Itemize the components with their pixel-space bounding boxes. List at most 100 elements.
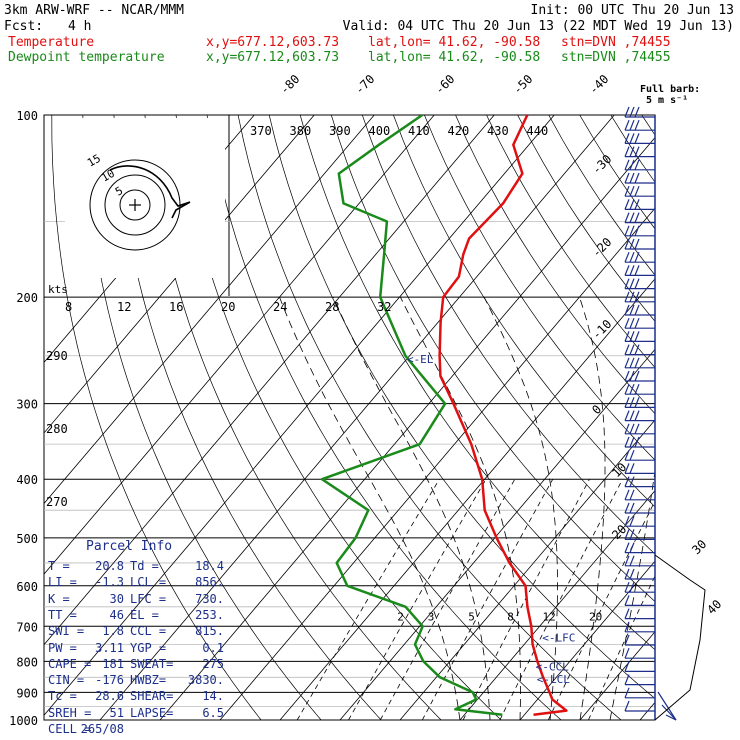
parcel-info-key: CIN = <box>48 673 85 688</box>
dry-adiabat <box>486 115 655 368</box>
parcel-info-key: LAPSE= <box>130 705 174 720</box>
mixing-ratio-line <box>421 479 554 720</box>
temperature-legend-stn: stn=DVN ,74455 <box>561 35 671 50</box>
hodograph-trace <box>109 165 191 219</box>
wind-barb <box>624 621 655 633</box>
theta-label: 430 <box>487 124 509 138</box>
theta-label-low: 290 <box>46 349 68 363</box>
wind-barb <box>624 634 655 646</box>
dry-adiabat <box>361 115 655 555</box>
wind-barb-column <box>624 106 706 721</box>
wind-barb <box>624 278 655 290</box>
isotherm <box>700 115 740 720</box>
moist-adiabat <box>609 468 655 720</box>
mixing-ratio-label: 12 <box>543 610 556 623</box>
temperature-legend-latlon: lat,lon= 41.62, -90.58 <box>368 35 541 50</box>
theta-label: 440 <box>527 124 549 138</box>
parcel-info-key: CAPE = <box>48 656 92 671</box>
mixing-ratio-line <box>499 479 623 720</box>
wind-barb <box>624 265 655 276</box>
wind-barb <box>624 199 655 210</box>
mixing-ratio-label: 3 <box>428 610 435 623</box>
pressure-label-900: 900 <box>16 686 38 700</box>
wind-barb <box>624 647 655 659</box>
wind-barb <box>624 106 655 118</box>
barb-legend-value: 5 m s⁻¹ <box>646 95 689 106</box>
dry-adiabat <box>424 115 655 461</box>
dry-adiabat <box>175 115 502 720</box>
forecast-label: Fcst: <box>4 19 44 34</box>
forecast-hour: 4 h <box>68 19 92 34</box>
wind-barb <box>661 704 677 721</box>
valid-time: Valid: 04 UTC Thu 20 Jun 13 (22 MDT Wed … <box>342 19 734 34</box>
wind-barb <box>624 423 655 435</box>
theta-label: 400 <box>369 124 391 138</box>
mixing-ratio-line <box>462 479 590 720</box>
moist-adiabat <box>332 296 491 720</box>
isotherm <box>44 115 315 434</box>
temperature-legend-xy: x,y=677.12,603.73 <box>206 35 340 50</box>
wind-barb <box>624 238 655 250</box>
parcel-info-key: TT = <box>48 607 77 622</box>
hodograph-ring <box>104 174 166 236</box>
theta-label-low: 280 <box>46 422 68 436</box>
wind-barb <box>624 357 655 369</box>
wind-barb <box>624 687 655 699</box>
wind-barb <box>624 159 655 171</box>
parcel-marker: <-EL <box>407 353 434 366</box>
wind-barb <box>624 410 655 422</box>
isotherm <box>279 278 655 720</box>
wind-barb <box>624 133 655 144</box>
dry-adiabat <box>517 115 655 322</box>
theta-label: 410 <box>408 124 430 138</box>
wind-barb <box>624 172 655 184</box>
dewpoint-legend-latlon: lat,lon= 41.62, -90.58 <box>368 50 541 65</box>
dewpoint-profile <box>320 115 503 716</box>
wind-barb <box>624 397 655 408</box>
parcel-info-key: CELL = <box>48 722 92 736</box>
wind-barb <box>624 212 655 224</box>
parcel-info-key: HWBZ= <box>130 673 167 688</box>
parcel-info-value: 3830. <box>187 673 224 688</box>
temperature-legend-label: Temperature <box>8 35 95 50</box>
parcel-info-value: 51 <box>109 705 124 720</box>
wind-barb <box>624 225 655 237</box>
wind-barb <box>624 291 655 303</box>
parcel-info-key: Td = <box>130 559 159 573</box>
wind-barb <box>624 515 655 527</box>
pressure-label-400: 400 <box>16 473 38 487</box>
wind-barb <box>624 542 655 554</box>
wind-speed-scale-label: 32 <box>377 300 391 314</box>
dewpoint-legend-xy: x,y=677.12,603.73 <box>206 50 340 65</box>
wind-barb <box>624 674 655 686</box>
wind-barb <box>624 595 655 607</box>
dry-adiabat <box>455 115 655 415</box>
wind-barb <box>624 383 655 395</box>
temperature-profile <box>438 115 568 716</box>
pressure-label-100: 100 <box>16 109 38 123</box>
wind-speed-scale-label: 8 <box>65 300 72 314</box>
parcel-info-key: LI = <box>48 575 77 590</box>
dry-adiabat <box>393 115 655 508</box>
parcel-info-key: T = <box>48 559 70 573</box>
dry-adiabat <box>268 115 655 699</box>
isotherm <box>399 419 655 720</box>
parcel-info-value: 28.6 <box>95 689 124 704</box>
mixing-ratio-label: 2 <box>397 610 404 623</box>
wind-barb <box>624 331 655 342</box>
parcel-info-value: 18.4 <box>195 559 224 573</box>
parcel-info-value: 6.5 <box>202 705 224 720</box>
hodograph-ring-label: 15 <box>85 152 103 170</box>
mixing-ratio-line <box>588 575 655 720</box>
parcel-info-value: 46 <box>109 607 124 622</box>
parcel-info-value: 0.1 <box>202 640 224 655</box>
pressure-label-200: 200 <box>16 291 38 305</box>
isotherm <box>44 115 435 575</box>
wind-barb <box>624 555 655 567</box>
init-time: Init: 00 UTC Thu 20 Jun 13 <box>530 3 735 18</box>
wind-barb <box>624 581 655 593</box>
isotherm <box>44 115 495 646</box>
parcel-info-key: K = <box>48 591 70 606</box>
isotherm <box>99 115 615 720</box>
